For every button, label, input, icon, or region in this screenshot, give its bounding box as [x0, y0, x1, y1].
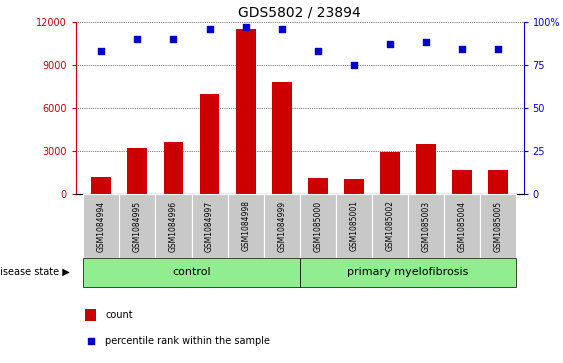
Text: disease state ▶: disease state ▶ [0, 267, 70, 277]
Point [241, 24, 250, 30]
Bar [163, 142, 184, 194]
Text: GSM1084997: GSM1084997 [205, 200, 214, 252]
FancyBboxPatch shape [480, 194, 516, 258]
Title: GDS5802 / 23894: GDS5802 / 23894 [238, 5, 361, 19]
FancyBboxPatch shape [83, 194, 119, 258]
Point [350, 62, 359, 68]
Bar [127, 148, 148, 194]
Point [97, 48, 106, 54]
Bar [308, 178, 328, 194]
Bar [91, 177, 111, 194]
FancyBboxPatch shape [300, 258, 516, 287]
FancyBboxPatch shape [263, 194, 300, 258]
FancyBboxPatch shape [83, 258, 300, 287]
Text: primary myelofibrosis: primary myelofibrosis [347, 267, 469, 277]
Text: GSM1084995: GSM1084995 [133, 200, 142, 252]
Text: percentile rank within the sample: percentile rank within the sample [105, 336, 270, 346]
Point [133, 36, 142, 42]
FancyBboxPatch shape [155, 194, 191, 258]
Text: control: control [172, 267, 211, 277]
Point [205, 26, 214, 32]
Point [314, 48, 323, 54]
FancyBboxPatch shape [444, 194, 480, 258]
Point [494, 46, 503, 52]
Point [169, 36, 178, 42]
FancyBboxPatch shape [191, 194, 227, 258]
Bar [200, 94, 220, 194]
FancyBboxPatch shape [119, 194, 155, 258]
Text: GSM1085004: GSM1085004 [458, 200, 467, 252]
Text: GSM1085000: GSM1085000 [314, 200, 323, 252]
Point [458, 46, 467, 52]
Bar [380, 152, 400, 194]
Text: GSM1085003: GSM1085003 [422, 200, 431, 252]
Point [277, 26, 286, 32]
Bar [344, 179, 364, 194]
Text: GSM1084999: GSM1084999 [277, 200, 286, 252]
Bar [272, 82, 292, 194]
FancyBboxPatch shape [408, 194, 444, 258]
Text: GSM1084994: GSM1084994 [97, 200, 106, 252]
Bar [85, 309, 96, 321]
Bar [452, 170, 472, 194]
Text: GSM1085001: GSM1085001 [350, 200, 359, 252]
FancyBboxPatch shape [372, 194, 408, 258]
FancyBboxPatch shape [336, 194, 372, 258]
Bar [488, 170, 508, 194]
Text: GSM1085002: GSM1085002 [386, 200, 395, 252]
Text: GSM1084996: GSM1084996 [169, 200, 178, 252]
Text: GSM1084998: GSM1084998 [241, 200, 250, 252]
Text: count: count [105, 310, 133, 320]
Text: GSM1085005: GSM1085005 [494, 200, 503, 252]
FancyBboxPatch shape [227, 194, 263, 258]
Point [422, 40, 431, 45]
Bar [416, 144, 436, 194]
Point [86, 338, 95, 344]
Bar [236, 29, 256, 194]
FancyBboxPatch shape [300, 194, 336, 258]
Point [386, 41, 395, 47]
